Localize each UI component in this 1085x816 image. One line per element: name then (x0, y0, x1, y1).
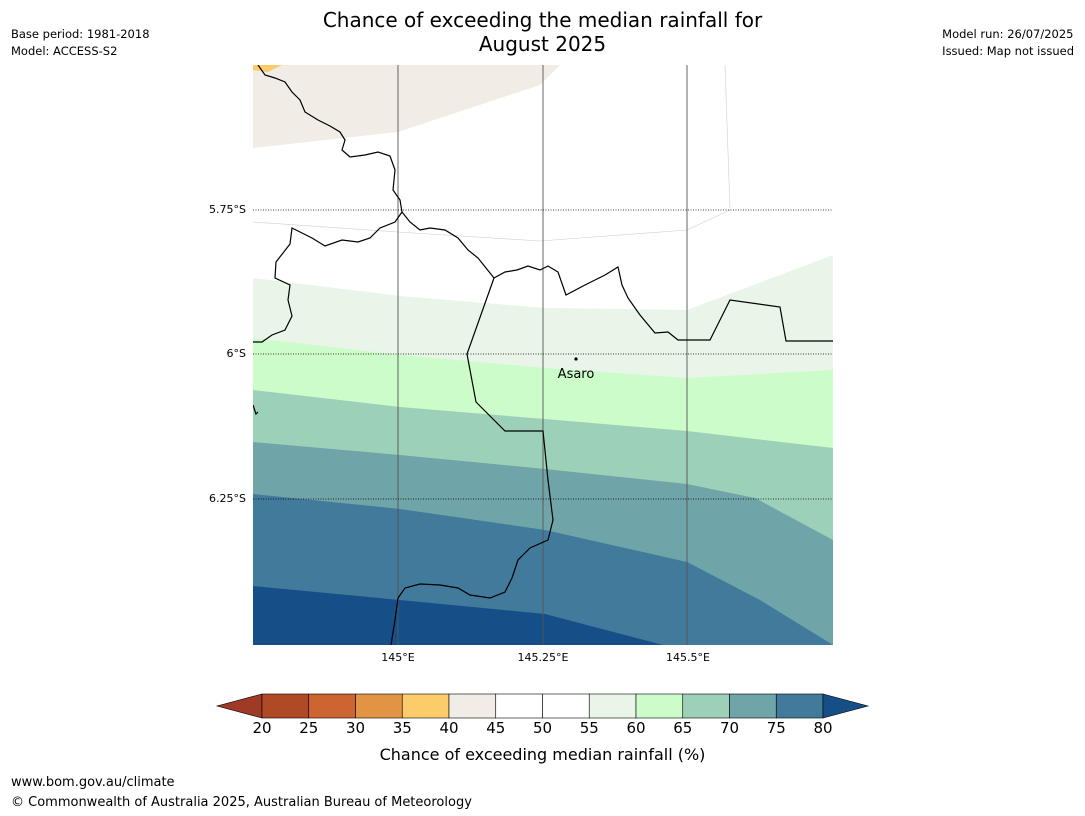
issued-label: Issued: Map not issued (942, 44, 1074, 58)
band-35-40 (253, 65, 282, 72)
colorbar-tick-label: 35 (392, 719, 412, 737)
band-40-45 (253, 65, 560, 148)
footer-url: www.bom.gov.au/climate (11, 775, 175, 790)
meta-left: Base period: 1981-2018 Model: ACCESS-S2 (11, 26, 150, 60)
colorbar-swatch (261, 693, 310, 719)
title-line-1: Chance of exceeding the median rainfall … (322, 8, 763, 32)
colorbar-tick-label: 40 (439, 719, 459, 737)
colorbar-tick-label: 50 (532, 719, 553, 737)
colorbar-swatch (401, 693, 450, 719)
title-line-2: August 2025 (478, 32, 607, 56)
colorbar-tick-label: 30 (345, 719, 366, 737)
colorbar-swatch (308, 693, 356, 719)
lon-label-145-25: 145.25°E (518, 651, 569, 664)
colorbar-tick-label: 70 (719, 719, 740, 737)
lon-label-145-5: 145.5°E (666, 651, 710, 664)
colorbar-swatch (448, 693, 497, 719)
colorbar-swatch (775, 693, 824, 719)
colorbar-swatch (729, 693, 777, 719)
colorbar-tick-label: 55 (579, 719, 599, 737)
colorbar-tick-label: 75 (766, 719, 786, 737)
model-run-label: Model run: 26/07/2025 (942, 27, 1074, 41)
colorbar-tick-label: 25 (299, 719, 319, 737)
colorbar-tick-label: 65 (673, 719, 693, 737)
model-label: Model: ACCESS-S2 (11, 44, 118, 58)
colorbar-swatch (495, 693, 543, 719)
colorbar-title: Chance of exceeding median rainfall (%) (379, 745, 706, 764)
asaro-marker (574, 357, 578, 361)
probability-contours (253, 65, 833, 645)
colorbar (215, 693, 870, 719)
asaro-label: Asaro (558, 367, 595, 382)
map-title: Chance of exceeding the median rainfall … (0, 8, 1085, 56)
meta-right: Model run: 26/07/2025 Issued: Map not is… (942, 26, 1074, 60)
lat-label-6: 6°S (227, 347, 246, 360)
colorbar-extend-low (215, 693, 263, 719)
colorbar-swatch (635, 693, 684, 719)
base-period-label: Base period: 1981-2018 (11, 27, 150, 41)
lat-label-6-25: 6.25°S (209, 492, 246, 505)
colorbar-extend-high (822, 693, 870, 719)
colorbar-swatch (355, 693, 403, 719)
colorbar-tick-label: 45 (486, 719, 506, 737)
footer-copyright: © Commonwealth of Australia 2025, Austra… (11, 795, 472, 810)
lon-label-145: 145°E (381, 651, 414, 664)
colorbar-tick-label: 20 (252, 719, 272, 737)
colorbar-swatch (588, 693, 637, 719)
province-boundaries (253, 65, 833, 645)
colorbar-swatch (542, 693, 590, 719)
band-above-80 (253, 586, 663, 645)
colorbar-tick-label: 60 (626, 719, 646, 737)
colorbar-tick-label: 80 (813, 719, 833, 737)
colorbar-swatch (682, 693, 730, 719)
lat-label-5-75: 5.75°S (209, 203, 246, 216)
